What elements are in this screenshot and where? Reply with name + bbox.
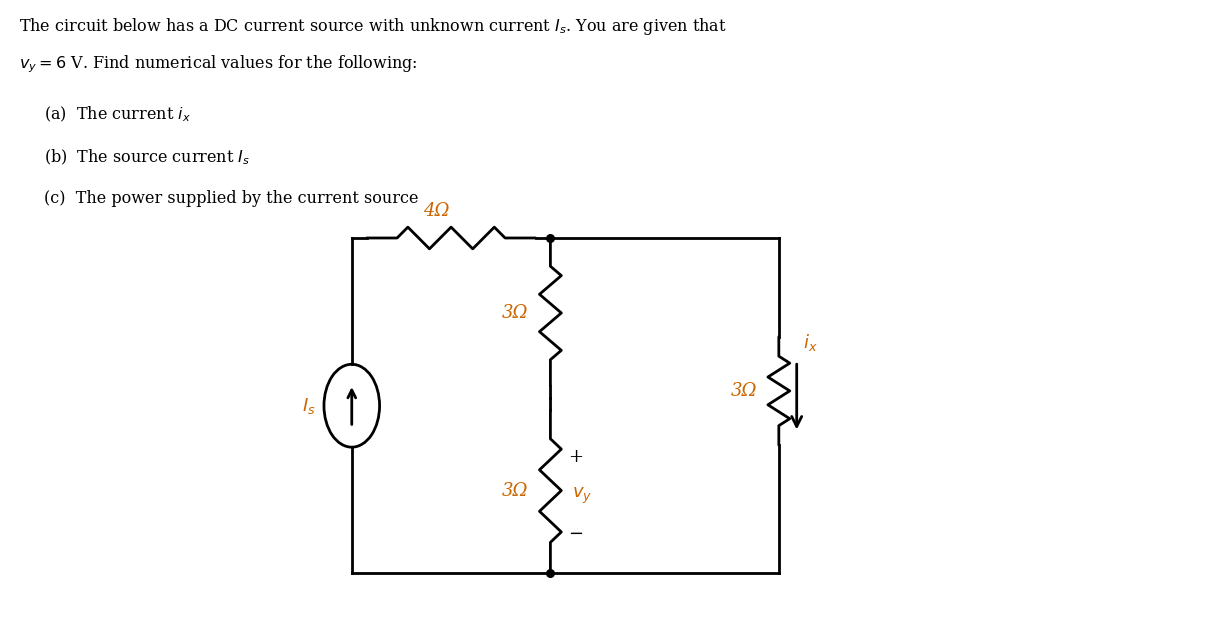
Text: $v_y$: $v_y$ (572, 485, 592, 506)
Text: (c)  The power supplied by the current source: (c) The power supplied by the current so… (44, 190, 419, 207)
Text: (a)  The current $i_x$: (a) The current $i_x$ (44, 104, 190, 124)
Text: 4Ω: 4Ω (423, 202, 449, 220)
Text: $v_y = 6$ V. Find numerical values for the following:: $v_y = 6$ V. Find numerical values for t… (19, 53, 418, 75)
Text: +: + (569, 448, 583, 466)
Text: $i_x$: $i_x$ (803, 332, 817, 353)
Text: 3Ω: 3Ω (502, 481, 529, 499)
Text: $I_s$: $I_s$ (302, 396, 315, 415)
Text: −: − (569, 525, 583, 543)
Text: 3Ω: 3Ω (502, 304, 529, 322)
Text: (b)  The source current $I_s$: (b) The source current $I_s$ (44, 147, 250, 167)
Text: The circuit below has a DC current source with unknown current $I_s$. You are gi: The circuit below has a DC current sourc… (19, 16, 727, 37)
Text: 3Ω: 3Ω (731, 382, 756, 400)
